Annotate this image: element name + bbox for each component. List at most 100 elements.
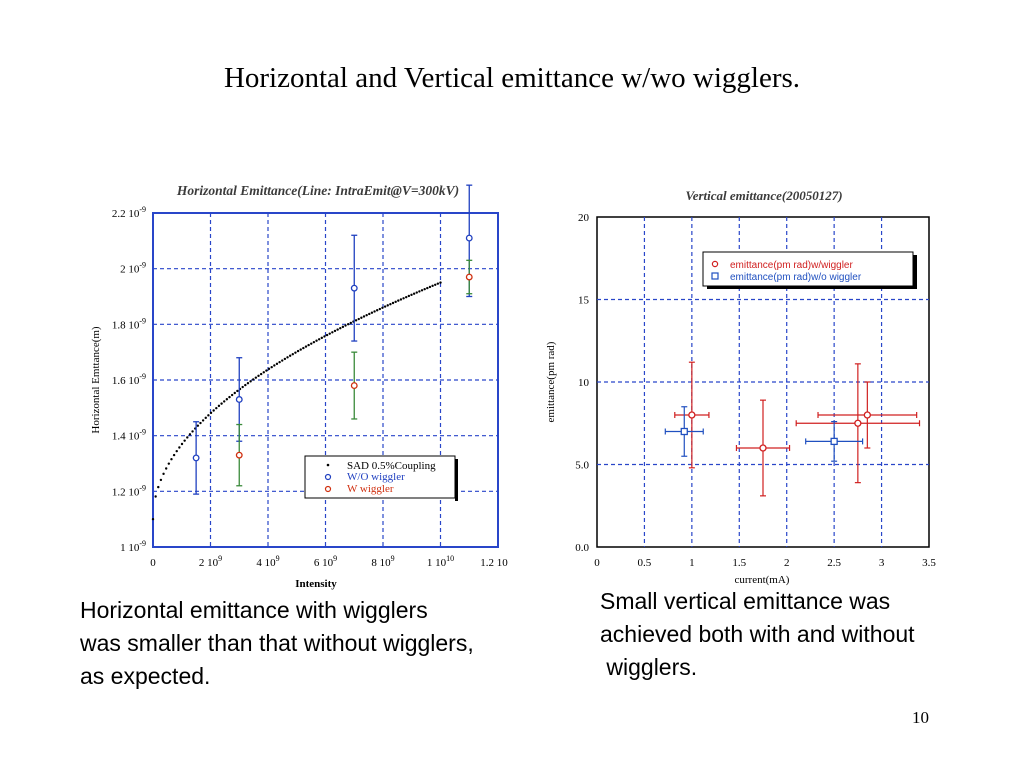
sad-curve-point [230, 393, 234, 397]
sad-curve-point [302, 346, 305, 350]
wo-wiggler-point [350, 284, 358, 292]
vlegend-label-no-wiggler: emittance(pm rad)w/o wiggler [730, 272, 862, 283]
h-y-tick-label: 1.4 10-9 [112, 428, 146, 443]
sad-curve-point [288, 354, 292, 357]
sad-curve-point [394, 300, 397, 304]
sad-curve-point [415, 291, 418, 294]
sad-curve-point [283, 357, 287, 361]
sad-curve-point [207, 414, 210, 417]
sad-curve-point [186, 436, 189, 439]
sad-curve-point [317, 338, 321, 341]
horizontal-marks [151, 184, 473, 521]
sad-curve-point [423, 287, 426, 291]
sad-curve-point [175, 449, 178, 453]
h-x-tick-label: 2 109 [199, 554, 222, 569]
sad-curve-point [386, 304, 389, 307]
sad-curve-point [164, 467, 168, 470]
sad-curve-point [267, 367, 271, 371]
sad-curve-point [244, 383, 247, 387]
vlegend-swatch-no-wiggler [711, 272, 719, 280]
v-y-tick-label: 0.0 [575, 542, 589, 554]
vertical-x-axis-label: current(mA) [735, 574, 790, 586]
sad-curve-point [312, 340, 316, 344]
vertical-y-axis-label: emittance(pm rad) [545, 341, 557, 422]
v-x-tick-label: 1 [689, 557, 695, 569]
sad-curve-point [349, 321, 353, 325]
sad-curve-point [418, 290, 421, 293]
sad-curve-point [201, 419, 205, 422]
sad-curve-point [296, 349, 300, 353]
vertical-chart-title: Vertical emittance(20050127) [685, 188, 842, 203]
sad-curve-point [191, 430, 194, 433]
sad-curve-point [265, 369, 268, 372]
h-x-tick-label: 0 [150, 557, 156, 569]
horizontal-emittance-chart: Horizontal Emittance(Line: IntraEmit@V=3… [90, 183, 508, 590]
sad-curve-point [405, 295, 408, 299]
sad-curve-point [212, 409, 215, 412]
sad-curve-point [436, 282, 440, 285]
sad-curve-point [223, 400, 226, 403]
vlegend-label-wiggler: emittance(pm rad)w/wiggler [730, 260, 853, 271]
sad-curve-point [346, 323, 350, 326]
sad-curve-point [259, 372, 263, 376]
sad-curve-point [157, 485, 160, 489]
vertical-tick-labels: 0 0.5 1 1.5 2 2.5 3 3.5 0.0 5.0 10 15 20 [575, 212, 936, 569]
sad-curve-point [294, 351, 297, 354]
v-y-tick-label: 20 [578, 212, 590, 224]
sad-curve-point [383, 305, 387, 308]
sad-curve-point [246, 382, 250, 385]
sad-curve-point [278, 360, 281, 364]
sad-curve-point [439, 281, 442, 284]
sad-curve-point [188, 433, 192, 436]
v-y-tick-label: 10 [578, 377, 590, 389]
sad-curve-point [220, 402, 223, 405]
legend-label-wo-wiggler: W/O wiggler [347, 471, 405, 483]
w-wiggler-point [350, 382, 358, 390]
sad-curve-point [183, 439, 186, 442]
sad-curve-point [368, 312, 371, 316]
sad-curve-point [199, 421, 202, 425]
sad-curve-point [357, 317, 360, 321]
h-y-tick-label: 2.2 10-9 [112, 205, 146, 220]
sad-curve-point [344, 324, 347, 327]
v-y-tick-label: 15 [578, 295, 590, 307]
sad-curve-point [370, 311, 374, 314]
w-wiggler-point [465, 273, 473, 281]
sad-curve-point [270, 365, 273, 369]
sad-curve-point [399, 298, 403, 301]
sad-curve-point [249, 380, 252, 383]
v-x-tick-label: 1.5 [732, 557, 746, 569]
vertical-emittance-chart: Vertical emittance(20050127) 0 0.5 1 1.5 2 2.… [545, 188, 936, 586]
sad-curve-point [252, 378, 255, 381]
h-x-tick-label: 8 109 [371, 554, 394, 569]
h-y-tick-label: 1.2 10-9 [112, 483, 146, 498]
sad-curve-point [375, 309, 379, 312]
h-y-tick-label: 1.6 10-9 [112, 372, 146, 387]
caption-left: Horizontal emittance with wigglers was s… [80, 597, 474, 689]
sad-curve-point [275, 362, 279, 366]
sad-curve-point [410, 293, 413, 297]
sad-curve-point [225, 398, 229, 401]
legend-label-sad: SAD 0.5%Coupling [347, 460, 436, 472]
v-x-tick-label: 3 [879, 557, 885, 569]
sad-curve-point [420, 289, 424, 292]
h-y-tick-label: 1.8 10-9 [112, 316, 146, 331]
v-x-tick-label: 2 [784, 557, 790, 569]
sad-curve-point [178, 446, 181, 449]
sad-curve-point [228, 395, 231, 399]
sad-curve-point [389, 302, 392, 306]
sad-curve-point [286, 356, 289, 359]
sad-curve-point [323, 335, 326, 338]
sad-curve-point [241, 385, 244, 389]
sad-curve-point [273, 364, 276, 367]
h-x-tick-label: 6 109 [314, 554, 337, 569]
page-number: 10 [912, 708, 929, 727]
sad-curve-point [196, 424, 200, 427]
v-y-tick-label: 5.0 [575, 460, 589, 472]
h-x-tick-label: 4 109 [256, 554, 279, 569]
legend-swatch-w-wiggler [324, 485, 332, 493]
v-x-tick-label: 0.5 [638, 557, 652, 569]
legend-swatch-wo-wiggler [324, 473, 332, 481]
sad-curve-point [381, 306, 384, 310]
h-x-tick-label: 1 1010 [427, 554, 454, 569]
